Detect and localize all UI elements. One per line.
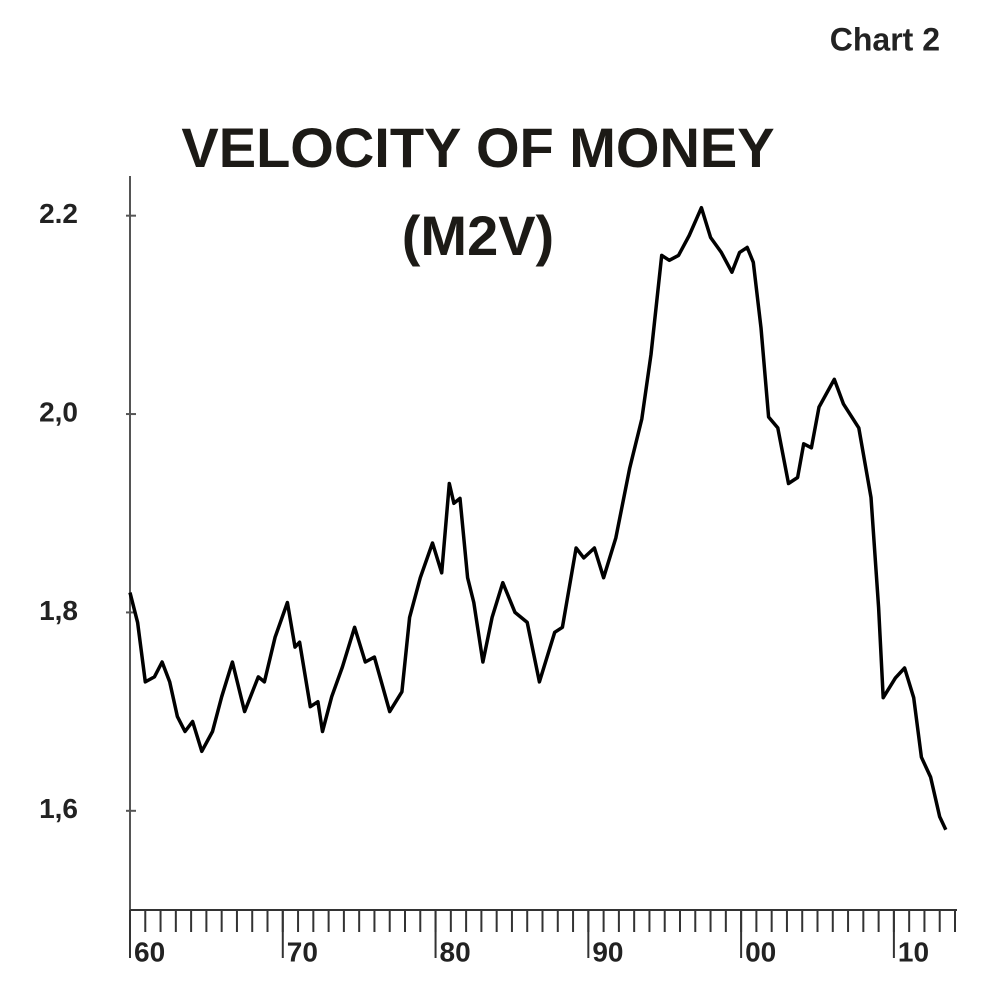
y-tick-label: 2.2 [39, 198, 78, 229]
chart-title: VELOCITY OF MONEY [181, 116, 774, 179]
y-tick-label: 1,8 [39, 595, 78, 626]
line [128, 205, 948, 831]
y-tick-label: 1,6 [39, 793, 78, 824]
x-tick-label: 70 [287, 936, 318, 967]
x-tick-label: 80 [440, 936, 471, 967]
x-tick-label: 60 [134, 936, 165, 967]
x-tick-label: 00 [745, 936, 776, 967]
chart-label: Chart 2 [830, 21, 940, 57]
x-tick-label: 10 [898, 936, 929, 967]
y-tick-label: 2,0 [39, 396, 78, 427]
x-tick-label: 90 [592, 936, 623, 967]
chart-subtitle: (M2V) [402, 204, 554, 267]
